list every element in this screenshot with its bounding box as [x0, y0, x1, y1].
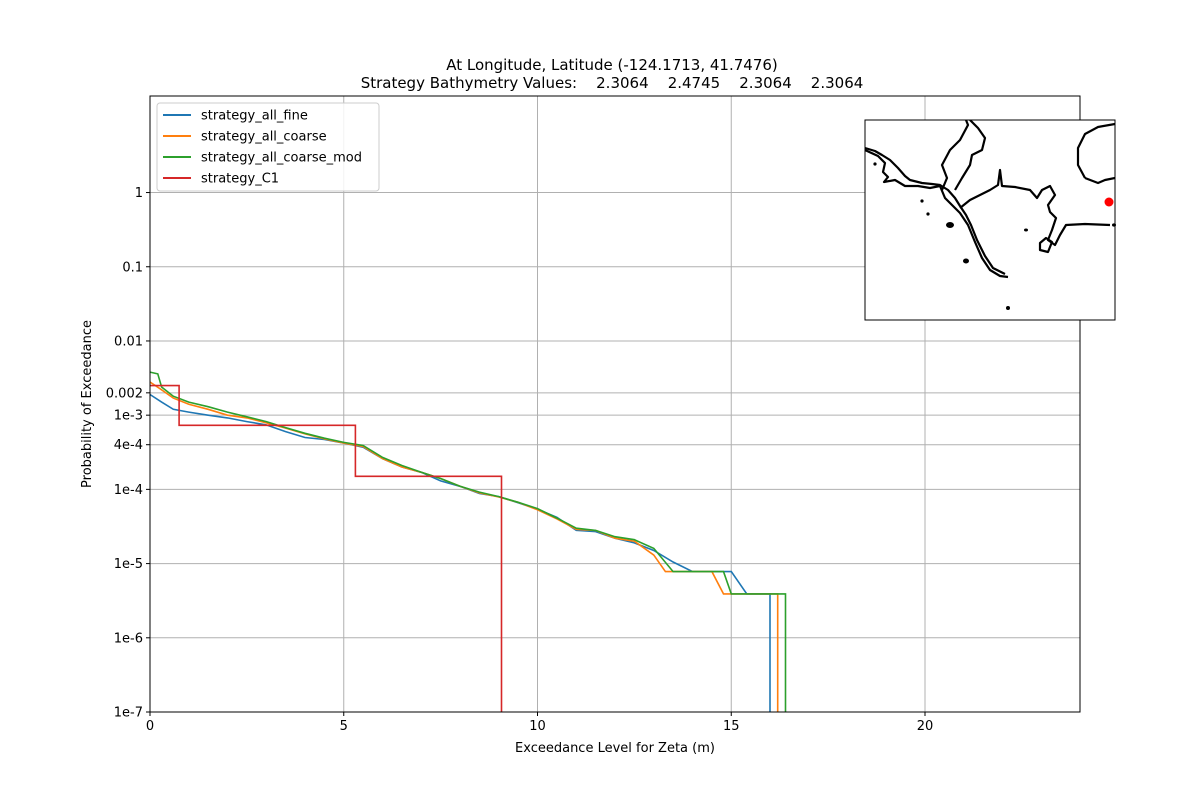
- coastline: [865, 146, 1006, 275]
- inset-map-frame: [864, 119, 1116, 321]
- series-line-strategy-C1: [150, 384, 503, 712]
- y-tick-label: 1e-5: [114, 557, 143, 572]
- legend: strategy_all_fine strategy_all_coarsestra…: [156, 102, 380, 192]
- y-tick-label: 1e-3: [114, 409, 143, 424]
- y-tick-label: 1e-4: [114, 483, 143, 498]
- y-tick-label: 0.1: [122, 260, 143, 275]
- coastline: [1084, 176, 1115, 185]
- x-axis: 0 5 10 15 20: [146, 712, 933, 734]
- plot-frame: [149, 95, 1081, 713]
- series-line-strategy-all-coarse-mod: [149, 371, 787, 712]
- coastline: [865, 149, 1009, 279]
- legend-box: [156, 102, 380, 192]
- series-line-strategy-all-fine: [149, 393, 771, 712]
- x-tick-label: 15: [723, 719, 740, 734]
- y-tick-label: 1e-6: [114, 631, 143, 646]
- y-tick-label: 4e-4: [114, 438, 143, 453]
- x-tick-label: 0: [146, 719, 154, 734]
- coastline: [940, 120, 970, 191]
- y-axis-label: Probability of Exceedance: [80, 320, 95, 488]
- y-tick-label: 1e-7: [114, 706, 143, 721]
- legend-label: strategy_all_fine: [201, 109, 308, 124]
- legend-label: strategy_C1: [201, 172, 279, 187]
- coastline: [1038, 236, 1054, 254]
- legend-label: strategy_all_coarse: [201, 130, 327, 145]
- y-tick-label: 0.002: [106, 386, 143, 401]
- y-tick-label: 0.01: [114, 334, 143, 349]
- coastline: [954, 120, 987, 191]
- x-tick-label: 5: [340, 719, 348, 734]
- islands: [873, 162, 1116, 310]
- y-tick-label: 1: [135, 186, 143, 201]
- plot-lines: [149, 371, 787, 712]
- y-axis: 1e-7 1e-6 1e-5 1e-4 4e-4 1e-3 0.002 0.01 0.1 1: [106, 186, 150, 721]
- chart-subtitle: Strategy Bathymetry Values: 2.3064 2.474…: [361, 74, 864, 92]
- x-tick-label: 20: [917, 719, 934, 734]
- coastline: [959, 168, 1111, 247]
- inset-map: [864, 119, 1116, 321]
- series-line-strategy-all-coarse: [149, 381, 779, 712]
- x-axis-label: Exceedance Level for Zeta (m): [515, 741, 715, 756]
- x-tick-label: 10: [529, 719, 546, 734]
- location-marker: [1104, 197, 1114, 207]
- coastline: [1076, 122, 1115, 179]
- legend-label: strategy_all_coarse_mod: [201, 151, 362, 166]
- chart-title: At Longitude, Latitude (-124.1713, 41.74…: [446, 56, 778, 74]
